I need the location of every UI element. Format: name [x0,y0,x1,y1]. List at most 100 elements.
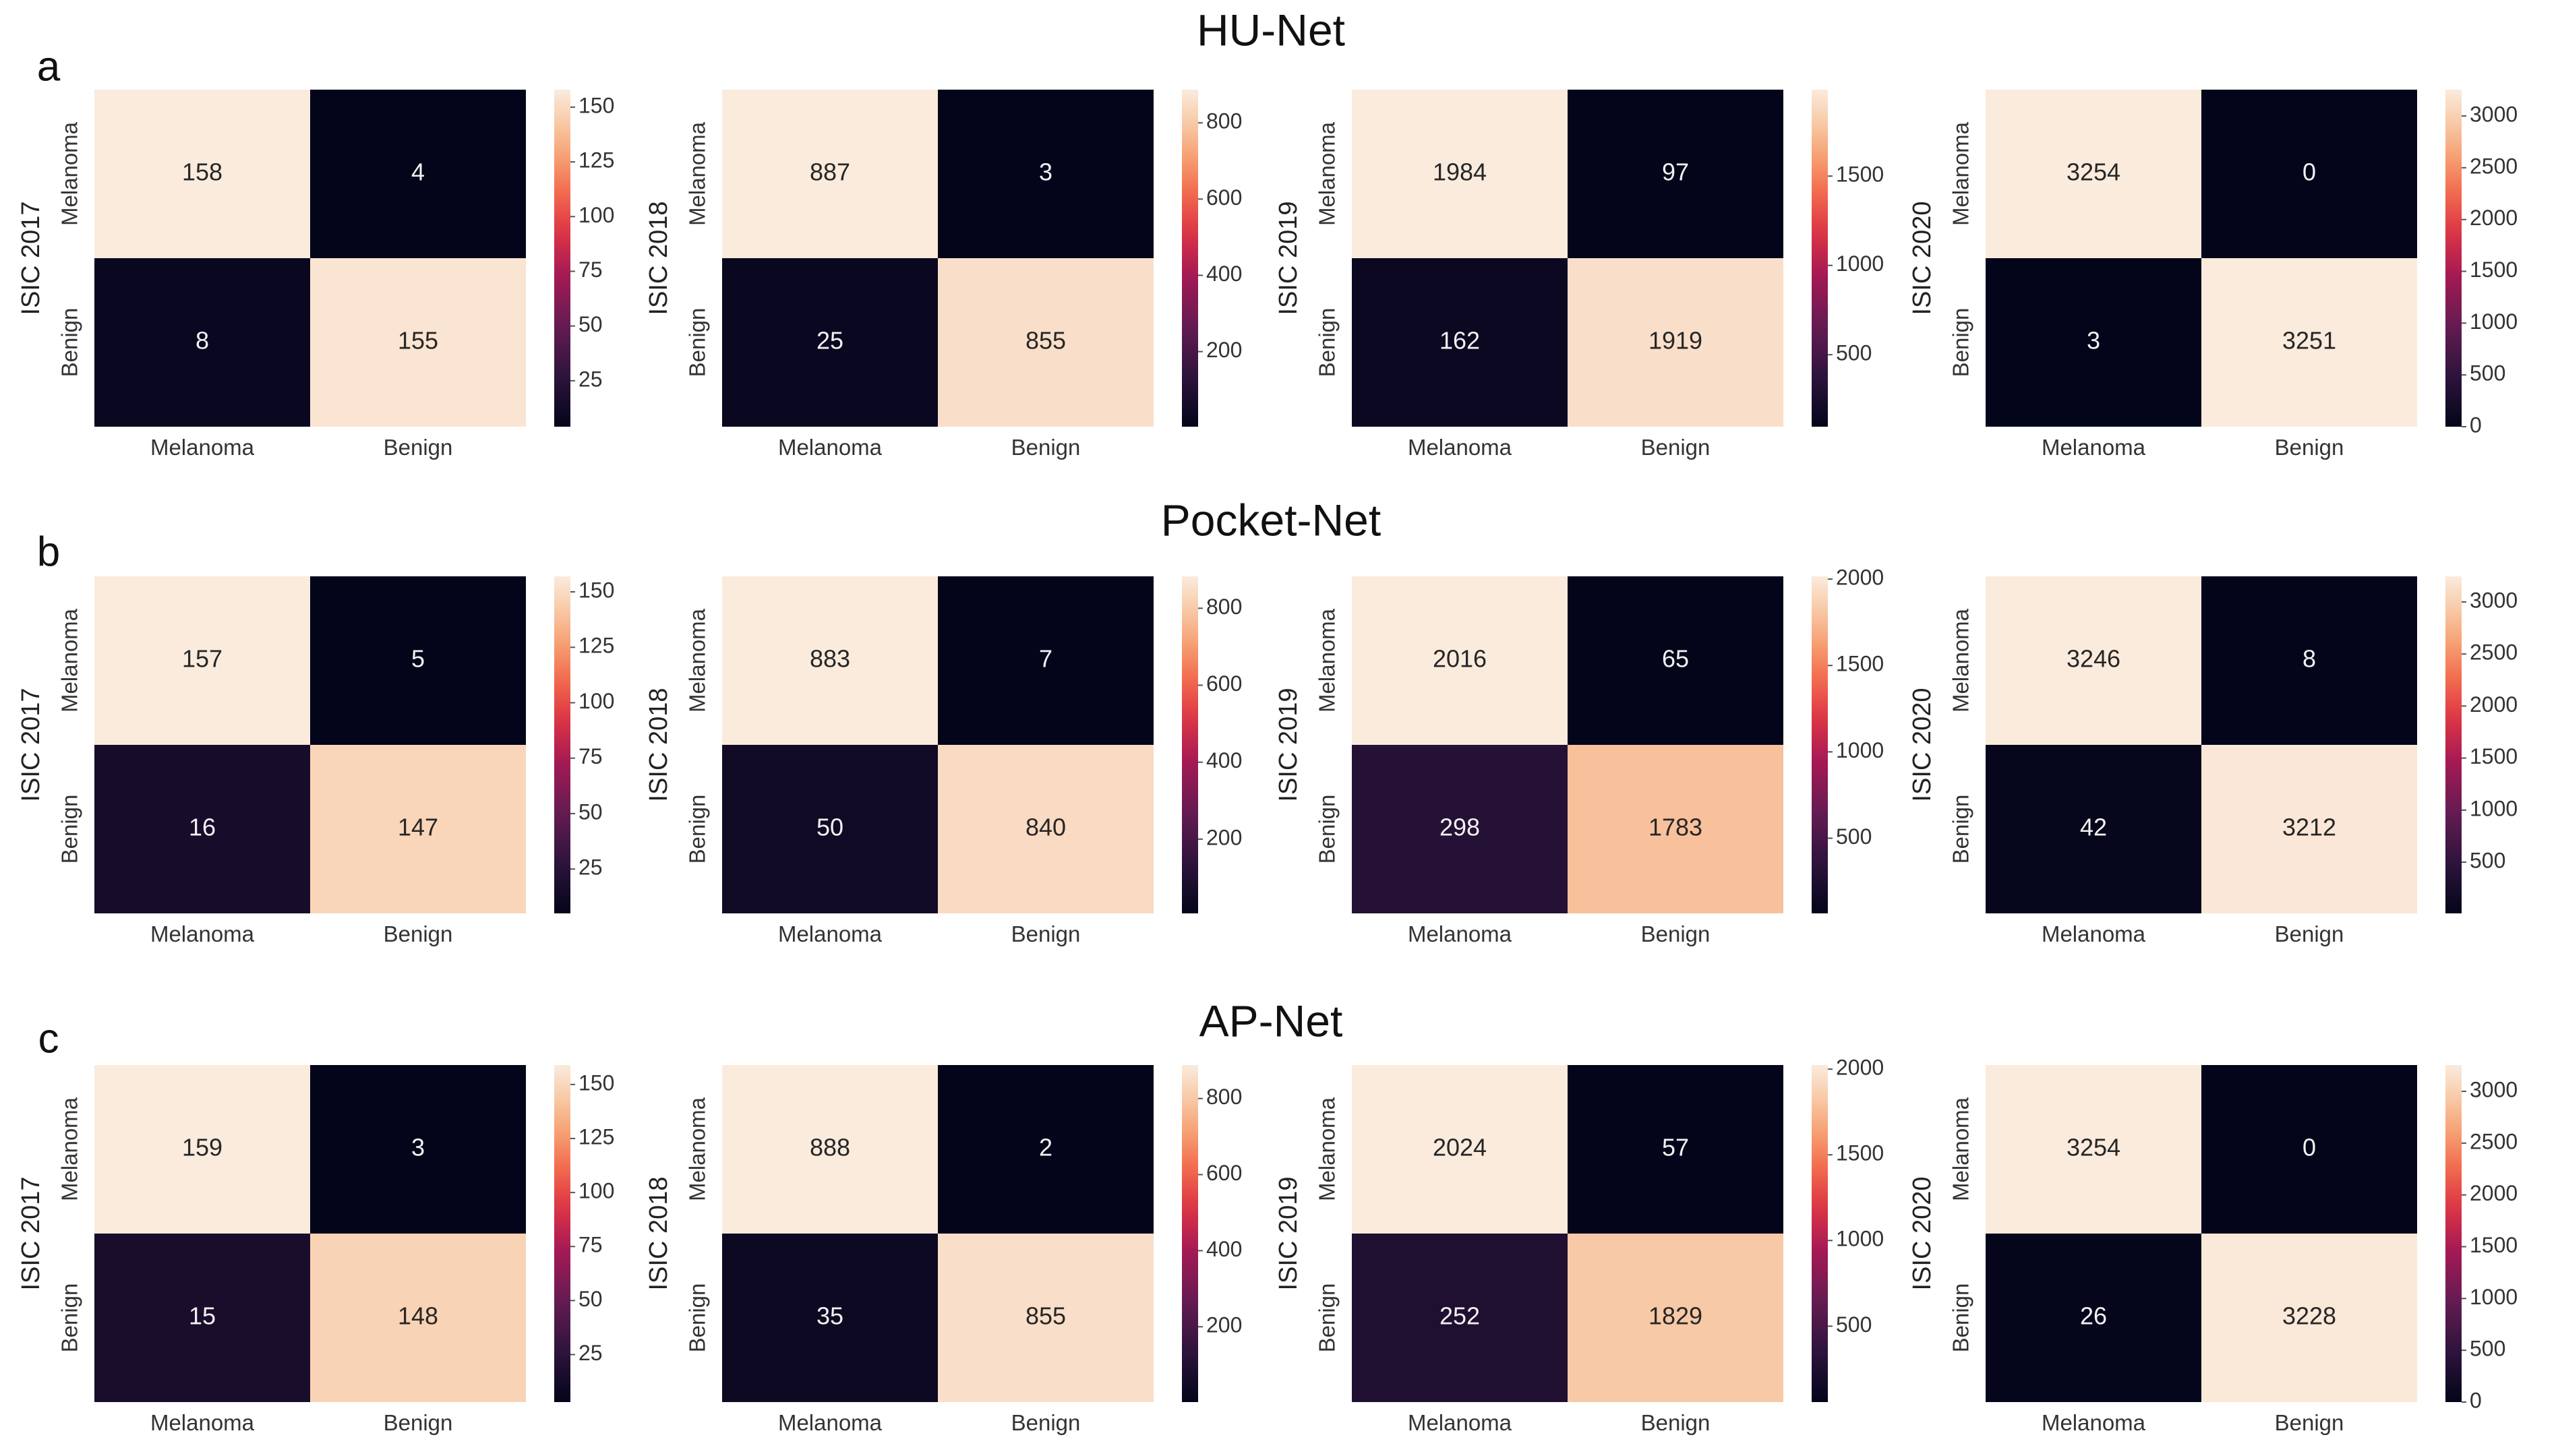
y-tick-label: Benign [685,1283,710,1353]
y-tick-label: Melanoma [685,1097,710,1201]
colorbar-tick-label: 400 [1206,262,1242,286]
y-axis-label: ISIC 2019 [1274,202,1303,315]
colorbar-tick-label: 125 [578,1124,614,1149]
heatmap-cell [94,576,310,745]
heatmap-cell [1568,90,1783,258]
heatmap-cell [94,1065,310,1234]
heatmap-cell [938,745,1154,913]
colorbar [1812,576,1828,913]
cell-value-label: 1829 [1648,1302,1702,1330]
cell-value-label: 888 [810,1134,850,1161]
heatmap-cell [310,1234,526,1402]
colorbar-tick-label: 400 [1206,1237,1242,1261]
heatmap-cell [94,1234,310,1402]
colorbar-tick-label: 1000 [1836,251,1884,276]
heatmap-panel: 3254 0 26 3228 Melanoma Benign Melanoma Benign I… [1908,1065,2518,1435]
heatmap-cell [1568,576,1783,745]
colorbar-tick-label: 25 [578,1341,603,1365]
y-tick-label: Melanoma [1949,1097,1973,1201]
y-tick-label: Benign [57,308,82,377]
cell-value-label: 883 [810,645,850,673]
colorbar [2445,1065,2462,1402]
colorbar [554,1065,570,1402]
cell-value-label: 4 [411,158,425,186]
cell-value-label: 50 [816,814,843,841]
panel-letter: a [37,43,61,90]
x-tick-label: Benign [2275,921,2344,946]
heatmap-cell [310,90,526,258]
heatmap-panel: 3254 0 3 3251 Melanoma Benign Melanoma Benign IS… [1908,90,2518,460]
cell-value-label: 3 [1039,158,1052,186]
y-tick-label: Melanoma [1315,121,1340,226]
cell-value-label: 25 [816,327,843,355]
cell-value-label: 3 [411,1134,425,1161]
colorbar-tick-label: 75 [578,1233,603,1257]
cell-value-label: 840 [1026,814,1066,841]
heatmap-panel: 158 4 8 155 Melanoma Benign Melanoma Benign ISIC… [17,90,614,460]
colorbar [1812,1065,1828,1402]
x-tick-label: Melanoma [1408,921,1512,946]
heatmap-cell [938,1234,1154,1402]
heatmap-cell [310,576,526,745]
y-tick-label: Melanoma [1315,608,1340,712]
x-tick-label: Melanoma [778,921,883,946]
colorbar-tick-label: 125 [578,148,614,173]
colorbar [2445,576,2462,913]
x-tick-label: Melanoma [2042,921,2146,946]
x-tick-label: Benign [1641,435,1711,460]
cell-value-label: 42 [2080,814,2107,841]
y-tick-label: Benign [1315,1283,1340,1353]
heatmap-cell [1986,745,2201,913]
y-axis-label: ISIC 2019 [1274,1177,1303,1291]
colorbar-tick-label: 50 [578,799,603,824]
y-axis-label: ISIC 2020 [1908,688,1936,802]
x-tick-label: Melanoma [778,435,883,460]
x-tick-label: Melanoma [2042,435,2146,460]
heatmap-cell [1986,90,2201,258]
colorbar-tick-label: 800 [1206,109,1242,133]
cell-value-label: 7 [1039,645,1052,673]
heatmap-cell [938,90,1154,258]
colorbar-tick-label: 3000 [2470,588,2518,612]
heatmap-cell [94,90,310,258]
colorbar-tick-label: 150 [578,1070,614,1095]
y-tick-label: Benign [1949,795,1973,864]
colorbar-tick-label: 200 [1206,1313,1242,1337]
x-tick-label: Melanoma [150,921,255,946]
colorbar [1182,576,1198,913]
row-title: Pocket-Net [1161,495,1381,545]
heatmap-cell [722,576,938,745]
heatmap-cell [2201,576,2417,745]
heatmap-panel: 883 7 50 840 Melanoma Benign Melanoma Benign ISI… [645,576,1242,946]
heatmap-cell [1352,1234,1568,1402]
y-tick-label: Benign [1949,308,1973,377]
y-tick-label: Benign [685,795,710,864]
colorbar-tick-label: 500 [1836,341,1872,365]
y-tick-label: Benign [685,308,710,377]
colorbar-tick-label: 1000 [2470,309,2518,334]
heatmap-cell [722,1234,938,1402]
x-tick-label: Benign [384,1410,453,1435]
x-tick-label: Benign [2275,1410,2344,1435]
heatmap-cell [310,258,526,427]
x-tick-label: Benign [2275,435,2344,460]
colorbar [2445,90,2462,427]
colorbar-tick-label: 200 [1206,338,1242,362]
cell-value-label: 3 [2087,327,2100,355]
colorbar-tick-label: 500 [2470,361,2505,386]
heatmap-cell [938,576,1154,745]
colorbar-tick-label: 125 [578,634,614,658]
colorbar-tick-label: 500 [1836,824,1872,849]
cell-value-label: 3246 [2067,645,2120,673]
heatmap-cell [1986,576,2201,745]
heatmap-cell [94,258,310,427]
cell-value-label: 8 [2302,645,2316,673]
cell-value-label: 5 [411,645,425,673]
cell-value-label: 3254 [2067,158,2120,186]
colorbar-tick-label: 1000 [1836,738,1884,762]
cell-value-label: 57 [1662,1134,1689,1161]
x-tick-label: Melanoma [1408,435,1512,460]
cell-value-label: 3212 [2282,814,2336,841]
row-title: HU-Net [1197,5,1345,55]
colorbar-tick-label: 100 [578,689,614,713]
